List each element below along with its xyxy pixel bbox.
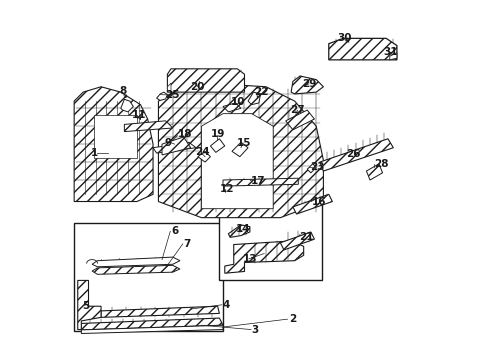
Polygon shape <box>94 116 137 158</box>
Polygon shape <box>74 87 153 202</box>
Bar <box>219 189 321 280</box>
Polygon shape <box>162 137 190 155</box>
Text: 17: 17 <box>250 176 264 186</box>
Polygon shape <box>290 76 323 94</box>
Polygon shape <box>319 139 392 171</box>
Text: 24: 24 <box>195 147 209 157</box>
Polygon shape <box>280 232 314 250</box>
Text: 5: 5 <box>82 301 89 311</box>
Polygon shape <box>167 83 171 90</box>
Text: 27: 27 <box>290 105 305 115</box>
Polygon shape <box>92 265 180 274</box>
Polygon shape <box>81 325 223 333</box>
Polygon shape <box>78 280 101 329</box>
Text: 11: 11 <box>131 110 146 120</box>
Text: 28: 28 <box>373 159 388 169</box>
Text: 8: 8 <box>120 86 127 96</box>
Polygon shape <box>292 194 332 214</box>
Polygon shape <box>158 83 323 218</box>
Polygon shape <box>389 53 396 60</box>
Polygon shape <box>306 164 316 173</box>
Polygon shape <box>81 318 223 330</box>
Text: 31: 31 <box>383 46 397 57</box>
Text: 20: 20 <box>189 82 203 92</box>
Text: 15: 15 <box>236 138 251 148</box>
Text: 2: 2 <box>289 314 296 324</box>
Text: 1: 1 <box>91 148 98 158</box>
Polygon shape <box>153 142 196 153</box>
Text: 23: 23 <box>309 162 324 172</box>
Text: 12: 12 <box>220 184 234 194</box>
Text: 7: 7 <box>183 239 190 249</box>
Polygon shape <box>247 92 260 105</box>
Text: 22: 22 <box>254 87 268 97</box>
Text: 18: 18 <box>177 130 192 139</box>
Text: 14: 14 <box>235 225 250 234</box>
Polygon shape <box>201 114 273 209</box>
Polygon shape <box>231 142 247 157</box>
Polygon shape <box>210 139 224 152</box>
Text: 19: 19 <box>211 130 225 139</box>
Polygon shape <box>124 121 172 132</box>
Text: 29: 29 <box>302 79 316 89</box>
Polygon shape <box>156 92 167 100</box>
Bar <box>74 223 223 330</box>
Text: 21: 21 <box>298 232 313 242</box>
Polygon shape <box>366 164 382 180</box>
Text: 10: 10 <box>230 97 245 107</box>
Text: 13: 13 <box>242 254 257 264</box>
Text: 25: 25 <box>164 90 179 100</box>
Polygon shape <box>224 241 303 273</box>
Polygon shape <box>328 39 396 60</box>
Polygon shape <box>167 69 244 92</box>
Polygon shape <box>223 103 241 112</box>
Polygon shape <box>198 151 210 162</box>
Text: 4: 4 <box>223 300 230 310</box>
Text: 6: 6 <box>171 226 178 236</box>
Polygon shape <box>223 178 298 186</box>
Polygon shape <box>101 306 219 318</box>
Polygon shape <box>92 257 180 267</box>
Polygon shape <box>285 110 314 130</box>
Polygon shape <box>121 99 133 112</box>
Text: 16: 16 <box>311 197 326 207</box>
Text: 26: 26 <box>345 149 359 159</box>
Polygon shape <box>228 225 249 237</box>
Text: 3: 3 <box>251 325 258 334</box>
Text: 30: 30 <box>336 33 351 42</box>
Text: 9: 9 <box>164 138 172 148</box>
